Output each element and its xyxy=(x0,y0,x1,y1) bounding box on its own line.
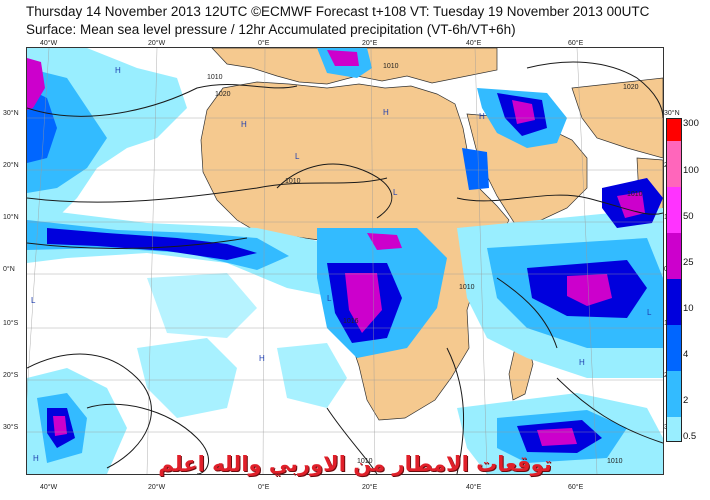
legend-label: 25 xyxy=(683,257,694,268)
pressure-centre: H xyxy=(259,354,265,363)
pressure-centre: L xyxy=(295,152,300,161)
precip-itcz-core xyxy=(47,228,257,260)
precip-scattered-2 xyxy=(277,343,347,408)
precip-south-atlantic-max xyxy=(53,416,67,436)
lon-label-bottom: 20°W xyxy=(148,484,166,491)
precip-legend xyxy=(666,118,682,442)
isobar-label: 1010 xyxy=(357,458,373,465)
isobar-label: 1010 xyxy=(607,458,623,465)
lon-label-bottom: 0°E xyxy=(258,484,270,491)
precip-scattered-3 xyxy=(147,273,257,338)
legend-swatch xyxy=(667,417,681,441)
pressure-centre: L xyxy=(647,308,652,317)
legend-label: 2 xyxy=(683,395,689,406)
precip-atlantic-core xyxy=(27,88,57,163)
legend-label: 50 xyxy=(683,211,694,222)
pressure-centre: H xyxy=(115,66,121,75)
isobar-label: 1010 xyxy=(285,178,301,185)
precip-indian-heavy xyxy=(567,274,612,306)
lon-label-bottom: 20°E xyxy=(362,484,378,491)
pressure-centre: H xyxy=(241,120,247,129)
legend-swatch xyxy=(667,325,681,371)
lat-label-left: 30°N xyxy=(3,110,19,117)
precipitation-layer xyxy=(27,48,663,474)
pressure-centre: H xyxy=(383,108,389,117)
chart-subtitle: Surface: Mean sea level pressure / 12hr … xyxy=(26,22,516,37)
precip-arabian-core xyxy=(617,192,645,218)
weather-map: 1010 1020 1010 1020 1016 1010 1010 1010 … xyxy=(26,47,664,475)
lat-label-left: 20°S xyxy=(3,372,19,379)
legend-swatch xyxy=(667,141,681,187)
lon-label-top: 40°W xyxy=(40,40,58,47)
pressure-centre: L xyxy=(393,188,398,197)
isobar-label: 1010 xyxy=(207,74,223,81)
lon-label-bottom: 40°W xyxy=(40,484,58,491)
isobar-label: 1010 xyxy=(383,63,399,70)
isobar-layer xyxy=(27,61,663,474)
isobar-label: 1010 xyxy=(627,191,643,198)
grid-layer xyxy=(27,48,663,474)
arabic-watermark: توقعات الامطار من الاوربي والله اعلم xyxy=(158,452,552,476)
legend-swatch xyxy=(667,119,681,141)
precip-congo-small xyxy=(367,233,402,250)
lat-label-left: 0°N xyxy=(3,266,15,273)
lon-label-top: 20°E xyxy=(362,40,378,47)
pressure-centre: H xyxy=(479,112,485,121)
legend-swatch xyxy=(667,279,681,325)
precip-scattered-1 xyxy=(137,338,237,418)
lat-label-left: 10°S xyxy=(3,320,19,327)
chart-title: Thursday 14 November 2013 12UTC ©ECMWF F… xyxy=(26,4,650,19)
isobar-label: 1010 xyxy=(459,284,475,291)
legend-label: 300 xyxy=(683,118,699,129)
lat-label-left: 10°N xyxy=(3,214,19,221)
precip-redsea xyxy=(462,148,489,190)
lon-label-top: 60°E xyxy=(568,40,584,47)
precip-med-core xyxy=(327,50,359,66)
pressure-centre: H xyxy=(579,358,585,367)
precip-atlantic-heavy xyxy=(27,58,45,110)
legend-label: 0.5 xyxy=(683,431,697,442)
legend-label: 10 xyxy=(683,303,694,314)
legend-swatch xyxy=(667,233,681,279)
lon-label-top: 20°W xyxy=(148,40,166,47)
pressure-centre: H xyxy=(33,454,39,463)
isobar-label: 1016 xyxy=(343,318,359,325)
legend-swatch xyxy=(667,187,681,233)
lat-label-left: 20°N xyxy=(3,162,19,169)
pressure-centre: L xyxy=(31,296,36,305)
lat-label-right: 30°N xyxy=(664,110,680,117)
precip-se-band-max xyxy=(537,428,577,446)
legend-label: 100 xyxy=(683,165,699,176)
isobar-label: 1020 xyxy=(623,84,639,91)
lon-label-bottom: 40°E xyxy=(466,484,482,491)
pressure-centre: L xyxy=(327,294,332,303)
legend-swatch xyxy=(667,371,681,417)
isobar-label: 1020 xyxy=(215,91,231,98)
legend-label: 4 xyxy=(683,349,689,360)
precip-congo-heavy xyxy=(345,273,382,333)
lon-label-top: 40°E xyxy=(466,40,482,47)
lon-label-top: 0°E xyxy=(258,40,270,47)
lon-label-bottom: 60°E xyxy=(568,484,584,491)
lat-label-left: 30°S xyxy=(3,424,19,431)
